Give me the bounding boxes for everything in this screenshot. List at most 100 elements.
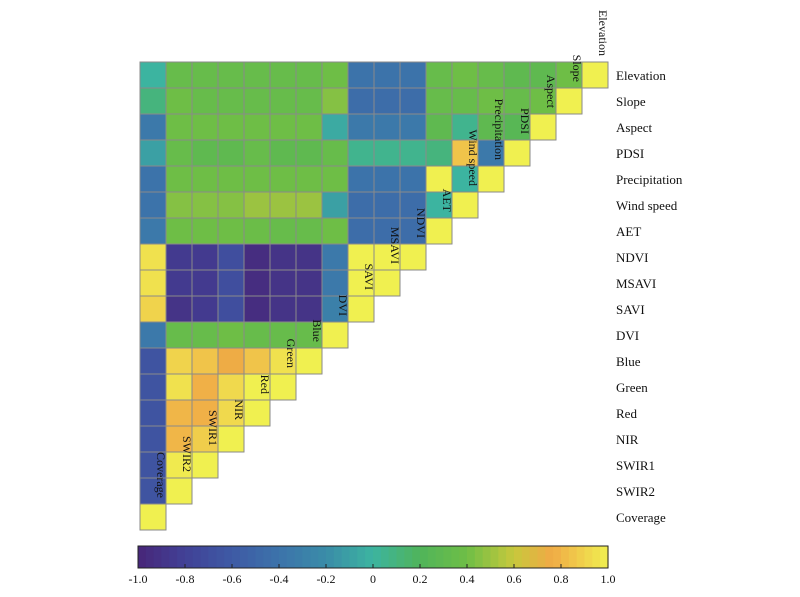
- cell-slope-blue: [295, 87, 323, 115]
- cell-slope-ndvi: [399, 87, 427, 115]
- heatmap-cells: [139, 61, 609, 531]
- cell-red-swir1: [191, 399, 219, 427]
- colorbar-segment: [138, 546, 147, 568]
- cell-elevation-slope: [555, 61, 583, 89]
- cell-precipitation-blue: [295, 165, 323, 193]
- colorbar-tick-label: 0.4: [460, 572, 475, 586]
- cell-blue-blue: [295, 347, 323, 375]
- colorbar-segment: [200, 546, 210, 568]
- cell-swir2-coverage: [139, 477, 167, 505]
- cell-aet-blue: [295, 217, 323, 245]
- colorbar-tick-label: 0.6: [507, 572, 522, 586]
- colorbar-segment: [467, 546, 476, 568]
- cell-aspect-swir2: [165, 113, 193, 141]
- cell-pdsi-nir: [217, 139, 245, 167]
- cell-aet-red: [243, 217, 271, 245]
- cell-elevation-msavi: [373, 61, 401, 89]
- colorbar-tick-label: -1.0: [129, 572, 148, 586]
- row-label-msavi: MSAVI: [616, 276, 656, 291]
- cell-aet-nir: [217, 217, 245, 245]
- row-label-elevation: Elevation: [616, 68, 666, 83]
- colorbar-segment: [600, 546, 609, 568]
- cell-aet-swir2: [165, 217, 193, 245]
- cell-aet-swir1: [191, 217, 219, 245]
- cell-pdsi-swir2: [165, 139, 193, 167]
- cell-dvi-coverage: [139, 321, 167, 349]
- colorbar-segment: [396, 546, 405, 568]
- cell-elevation-nir: [217, 61, 245, 89]
- cell-savi-blue: [295, 295, 323, 323]
- colorbar-segment: [341, 546, 351, 568]
- colorbar-segment: [177, 546, 186, 568]
- colorbar-segment: [498, 546, 507, 568]
- cell-green-red: [243, 373, 271, 401]
- cell-wind-speed-swir2: [165, 191, 193, 219]
- cell-red-swir2: [165, 399, 193, 427]
- colorbar-segment: [404, 546, 413, 568]
- row-labels: Coverage SWIR2 SWIR1 NIR Red Green Blue DVI SAVI…: [616, 68, 683, 525]
- cell-aspect-aet: [425, 113, 453, 141]
- cell-slope-precipitation: [477, 87, 505, 115]
- colorbar-tick-label: -0.2: [317, 572, 336, 586]
- cell-slope-nir: [217, 87, 245, 115]
- column-label-green: Green: [284, 339, 298, 368]
- cell-blue-red: [243, 347, 271, 375]
- column-label-elevation: Elevation: [596, 10, 610, 56]
- cell-elevation-swir1: [191, 61, 219, 89]
- colorbar-segment: [514, 546, 523, 568]
- cell-pdsi-msavi: [373, 139, 401, 167]
- colorbar-segment: [286, 546, 296, 568]
- colorbar-segment: [521, 546, 531, 568]
- cell-pdsi-aet: [425, 139, 453, 167]
- cell-dvi-dvi: [321, 321, 349, 349]
- colorbar-segment: [561, 546, 570, 568]
- colorbar-segment: [318, 546, 327, 568]
- cell-dvi-green: [269, 321, 297, 349]
- column-label-ndvi: NDVI: [414, 208, 428, 238]
- cell-msavi-swir2: [165, 269, 193, 297]
- colorbar-segment: [584, 546, 593, 568]
- cell-aet-dvi: [321, 217, 349, 245]
- column-label-precipitation: Precipitation: [492, 99, 506, 160]
- column-label-aspect: Aspect: [544, 75, 558, 109]
- row-label-slope: Slope: [616, 94, 646, 109]
- cell-elevation-aet: [425, 61, 453, 89]
- cell-savi-swir2: [165, 295, 193, 323]
- colorbar-segment: [474, 546, 484, 568]
- cell-savi-savi: [347, 295, 375, 323]
- cell-ndvi-ndvi: [399, 243, 427, 271]
- colorbar-segment: [208, 546, 217, 568]
- column-label-aet: AET: [440, 189, 454, 213]
- cell-blue-swir1: [191, 347, 219, 375]
- cell-blue-coverage: [139, 347, 167, 375]
- colorbar-segment: [247, 546, 257, 568]
- cell-green-swir1: [191, 373, 219, 401]
- colorbar-segment: [576, 546, 586, 568]
- cell-slope-msavi: [373, 87, 401, 115]
- cell-precipitation-coverage: [139, 165, 167, 193]
- cell-msavi-red: [243, 269, 271, 297]
- row-label-dvi: DVI: [616, 328, 639, 343]
- row-label-blue: Blue: [616, 354, 641, 369]
- cell-pdsi-savi: [347, 139, 375, 167]
- colorbar-segment: [365, 546, 374, 568]
- colorbar-segment: [294, 546, 304, 568]
- colorbar-segment: [310, 546, 319, 568]
- cell-wind-speed-blue: [295, 191, 323, 219]
- cell-aspect-swir1: [191, 113, 219, 141]
- cell-savi-green: [269, 295, 297, 323]
- cell-wind-speed-aet: [425, 191, 453, 219]
- cell-aspect-savi: [347, 113, 375, 141]
- cell-elevation-coverage: [139, 61, 167, 89]
- cell-pdsi-coverage: [139, 139, 167, 167]
- cell-slope-slope: [555, 87, 583, 115]
- cell-slope-swir1: [191, 87, 219, 115]
- colorbar-segment: [490, 546, 499, 568]
- cell-wind-speed-msavi: [373, 191, 401, 219]
- colorbar-segment: [302, 546, 311, 568]
- cell-precipitation-swir2: [165, 165, 193, 193]
- cell-aet-green: [269, 217, 297, 245]
- row-label-precipitation: Precipitation: [616, 172, 683, 187]
- colorbar-segment: [169, 546, 178, 568]
- cell-slope-swir2: [165, 87, 193, 115]
